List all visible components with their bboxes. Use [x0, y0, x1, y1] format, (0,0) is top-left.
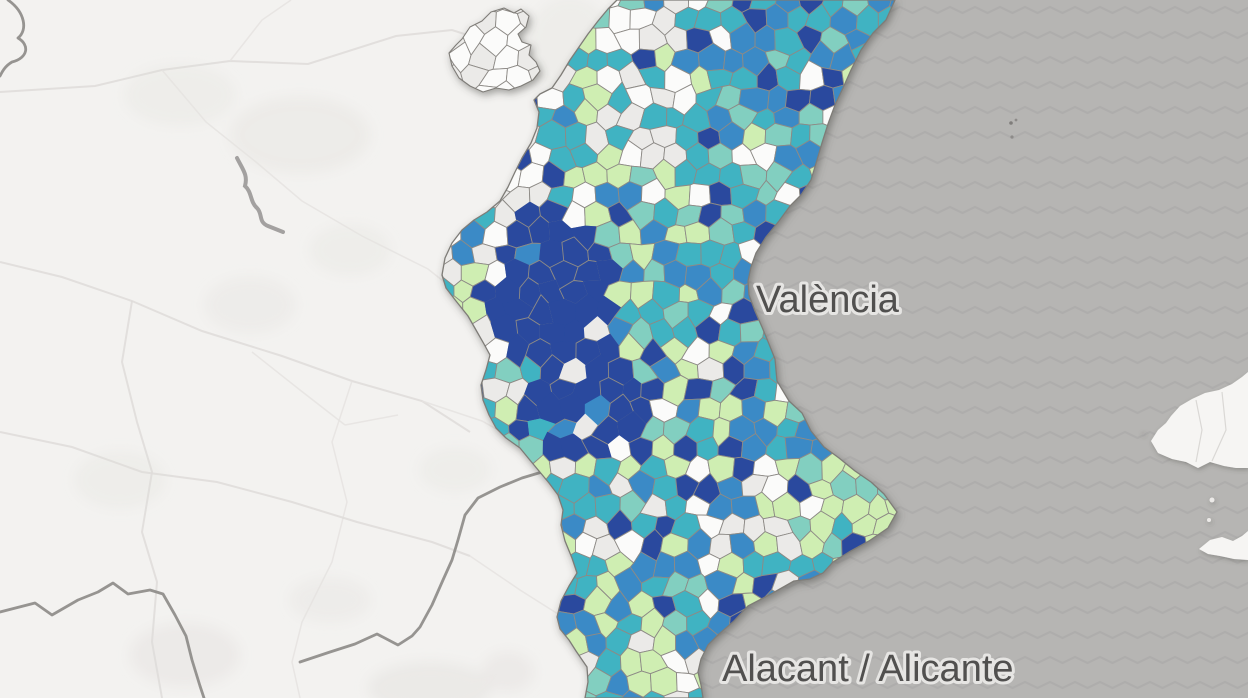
municipality-cell[interactable]	[683, 377, 714, 401]
region-outline	[441, 0, 898, 698]
islet-dot	[1207, 518, 1211, 522]
municipality-cell[interactable]	[821, 67, 845, 89]
labels-layer: València Alacant / Alicante	[719, 276, 1017, 693]
municipality-cell[interactable]	[663, 690, 689, 698]
municipality-cell[interactable]	[594, 690, 624, 698]
admin-boundary-northwest	[0, 0, 27, 78]
sea-wave-pattern	[698, 0, 1248, 698]
municipality-cell[interactable]	[471, 243, 498, 266]
formentera-island	[1199, 531, 1248, 560]
admin-boundary-south	[298, 470, 544, 664]
road-lines	[0, 0, 559, 698]
islet-dot	[1209, 497, 1215, 503]
islet-dot	[1141, 431, 1145, 435]
sea-layer	[698, 0, 1248, 698]
municipality-cell[interactable]	[688, 183, 711, 208]
exclave-outline	[448, 7, 541, 93]
municipality-cell[interactable]	[472, 84, 497, 114]
reservoir-line	[235, 156, 285, 234]
columbretes-islets	[1009, 118, 1018, 139]
city-label-alacant: Alacant / Alicante	[722, 648, 1014, 690]
city-label-valencia: València	[756, 279, 900, 321]
admin-boundary-southwest	[0, 581, 206, 698]
islands-layer	[1141, 372, 1248, 560]
municipality-cell[interactable]	[620, 689, 645, 698]
admin-boundary-lines	[0, 0, 544, 698]
ibiza-inner-border	[1195, 391, 1227, 463]
